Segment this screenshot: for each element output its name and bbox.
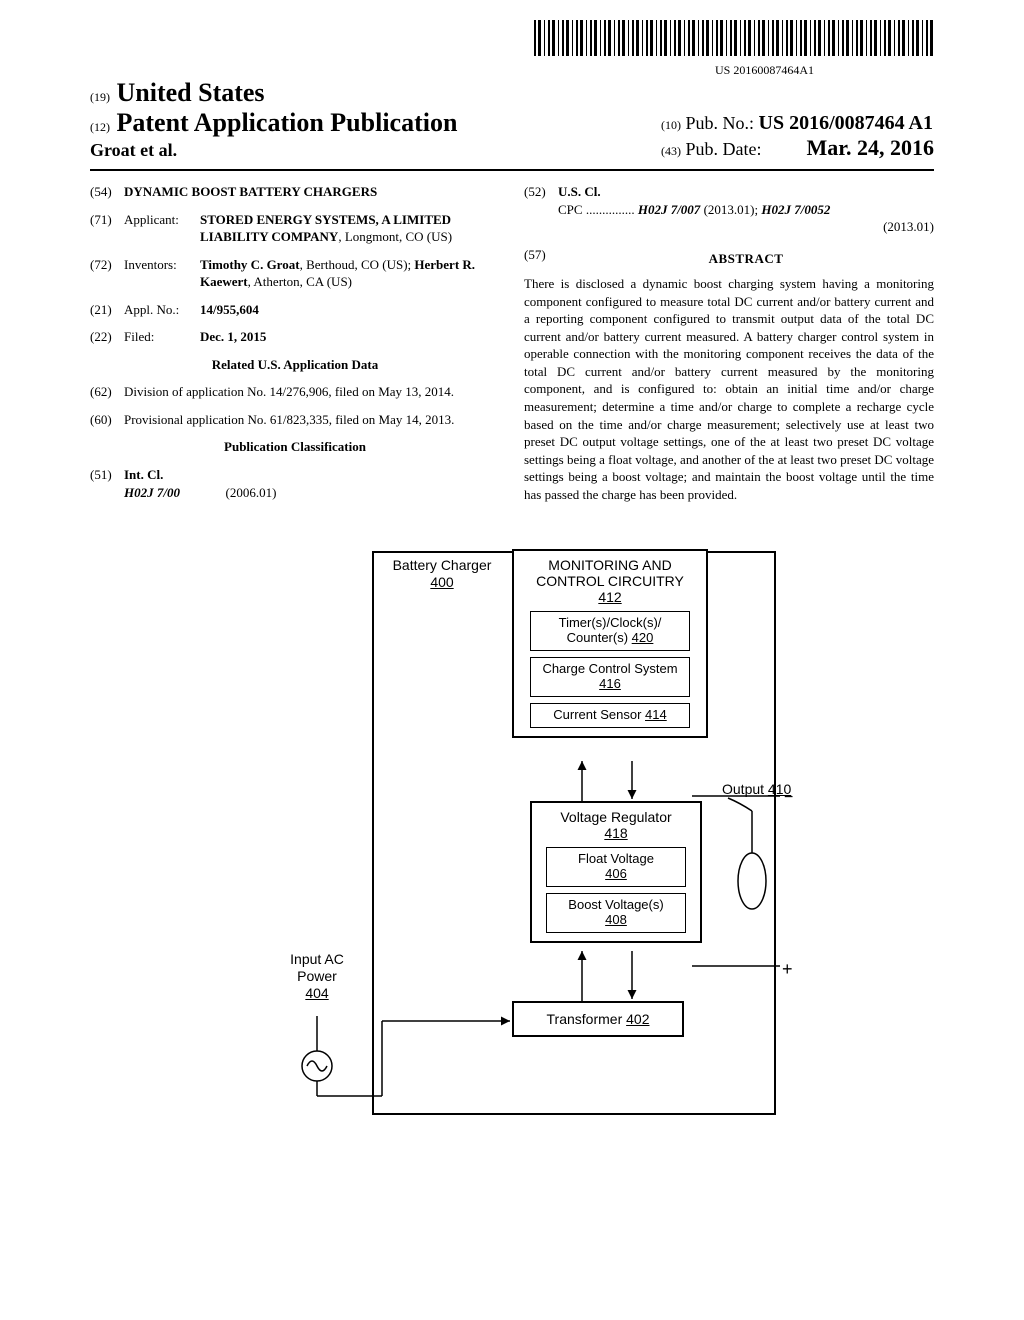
provisional-text: Provisional application No. 61/823,335, … xyxy=(124,411,500,429)
abstract-heading: ABSTRACT xyxy=(558,250,934,268)
figure: Battery Charger 400 MONITORING AND CONTR… xyxy=(90,551,934,1111)
pub-date-label: Pub. Date: xyxy=(685,139,761,159)
cc-label: Charge Control System xyxy=(542,661,677,676)
intcl-label: Int. Cl. xyxy=(124,467,163,482)
inventors-code: (72) xyxy=(90,256,124,291)
authors: Groat et al. xyxy=(90,140,457,161)
cpc-1: H02J 7/007 xyxy=(638,202,700,217)
current-sensor-box: Current Sensor 414 xyxy=(530,703,690,728)
vreg-label: Voltage Regulator xyxy=(560,809,671,825)
applicant-code: (71) xyxy=(90,211,124,246)
mon-label: MONITORING AND CONTROL CIRCUITRY xyxy=(536,557,684,589)
right-column: (52) U.S. Cl. CPC ............... H02J 7… xyxy=(524,183,934,511)
inventors-label: Inventors: xyxy=(124,256,200,291)
pub-no-code: (10) xyxy=(661,118,681,132)
division-text: Division of application No. 14/276,906, … xyxy=(124,383,500,401)
pub-no-label: Pub. No.: xyxy=(685,113,754,133)
output-label-text: Output xyxy=(722,781,764,797)
title-code: (54) xyxy=(90,183,124,201)
country-code: (19) xyxy=(90,90,110,104)
filed-code: (22) xyxy=(90,328,124,346)
appl-no-code: (21) xyxy=(90,301,124,319)
intcl-code: (51) xyxy=(90,466,124,501)
cpc-1-year: (2013.01); xyxy=(700,202,761,217)
pub-no: US 2016/0087464 A1 xyxy=(759,112,933,134)
pub-type-code: (12) xyxy=(90,120,110,134)
pub-date-code: (43) xyxy=(661,144,681,158)
timer-ref: 420 xyxy=(632,630,654,645)
plus-terminal: + xyxy=(782,959,793,980)
inventor-1: Timothy C. Groat xyxy=(200,257,300,272)
barcode-number: US 20160087464A1 xyxy=(90,63,934,78)
battery-charger-label: Battery Charger 400 xyxy=(382,557,502,591)
input-ref: 404 xyxy=(305,985,328,1001)
input-power-label: Input AC Power 404 xyxy=(272,951,362,1001)
header-right: (10) Pub. No.: US 2016/0087464 A1 (43) P… xyxy=(661,112,934,161)
applicant-label: Applicant: xyxy=(124,211,200,246)
uscl-label: U.S. Cl. xyxy=(558,184,601,199)
barcode-region xyxy=(90,20,934,61)
intcl-class: H02J 7/00 xyxy=(124,485,180,500)
trans-ref: 402 xyxy=(626,1011,649,1027)
abstract-text: There is disclosed a dynamic boost charg… xyxy=(524,275,934,503)
cpc-2-year: (2013.01) xyxy=(883,219,934,234)
trans-label: Transformer xyxy=(547,1011,623,1027)
header: (19) United States (12) Patent Applicati… xyxy=(90,78,934,171)
cc-ref: 416 xyxy=(599,676,621,691)
cs-ref: 414 xyxy=(645,707,667,722)
vreg-ref: 418 xyxy=(604,825,627,841)
country-name: United States xyxy=(117,78,265,107)
pub-date: Mar. 24, 2016 xyxy=(806,135,934,160)
boost-label: Boost Voltage(s) xyxy=(568,897,663,912)
classification-heading: Publication Classification xyxy=(90,438,500,456)
header-left: (19) United States (12) Patent Applicati… xyxy=(90,78,457,161)
left-column: (54) DYNAMIC BOOST BATTERY CHARGERS (71)… xyxy=(90,183,500,511)
transformer-box: Transformer 402 xyxy=(512,1001,684,1037)
float-voltage-box: Float Voltage 406 xyxy=(546,847,686,887)
inventor-2-loc: , Atherton, CA (US) xyxy=(248,274,352,289)
biblio-columns: (54) DYNAMIC BOOST BATTERY CHARGERS (71)… xyxy=(90,183,934,511)
filed-date: Dec. 1, 2015 xyxy=(200,328,500,346)
appl-no-label: Appl. No.: xyxy=(124,301,200,319)
bc-ref: 400 xyxy=(430,574,453,590)
invention-title: DYNAMIC BOOST BATTERY CHARGERS xyxy=(124,183,500,201)
timer-box: Timer(s)/Clock(s)/ Counter(s) 420 xyxy=(530,611,690,651)
division-code: (62) xyxy=(90,383,124,401)
charge-control-box: Charge Control System 416 xyxy=(530,657,690,697)
cpc-2: H02J 7/0052 xyxy=(761,202,830,217)
intcl-year: (2006.01) xyxy=(225,485,276,500)
inventor-1-loc: , Berthoud, CO (US); xyxy=(300,257,415,272)
pub-type: Patent Application Publication xyxy=(117,108,458,137)
monitoring-box: MONITORING AND CONTROL CIRCUITRY 412 Tim… xyxy=(512,549,708,738)
bc-label-text: Battery Charger xyxy=(393,557,492,573)
barcode-icon xyxy=(534,20,934,56)
mon-ref: 412 xyxy=(598,589,621,605)
uscl-code: (52) xyxy=(524,183,558,236)
applicant-location: , Longmont, CO (US) xyxy=(338,229,452,244)
minus-terminal: − xyxy=(784,789,793,807)
voltage-regulator-box: Voltage Regulator 418 Float Voltage 406 … xyxy=(530,801,702,943)
float-label: Float Voltage xyxy=(578,851,654,866)
cpc-prefix: CPC ............... xyxy=(558,202,635,217)
boost-voltage-box: Boost Voltage(s) 408 xyxy=(546,893,686,933)
provisional-code: (60) xyxy=(90,411,124,429)
abstract-code: (57) xyxy=(524,246,558,276)
cs-label: Current Sensor xyxy=(553,707,641,722)
input-label-text: Input AC Power xyxy=(290,951,344,984)
float-ref: 406 xyxy=(605,866,627,881)
related-app-heading: Related U.S. Application Data xyxy=(90,356,500,374)
filed-label: Filed: xyxy=(124,328,200,346)
boost-ref: 408 xyxy=(605,912,627,927)
appl-no: 14/955,604 xyxy=(200,301,500,319)
